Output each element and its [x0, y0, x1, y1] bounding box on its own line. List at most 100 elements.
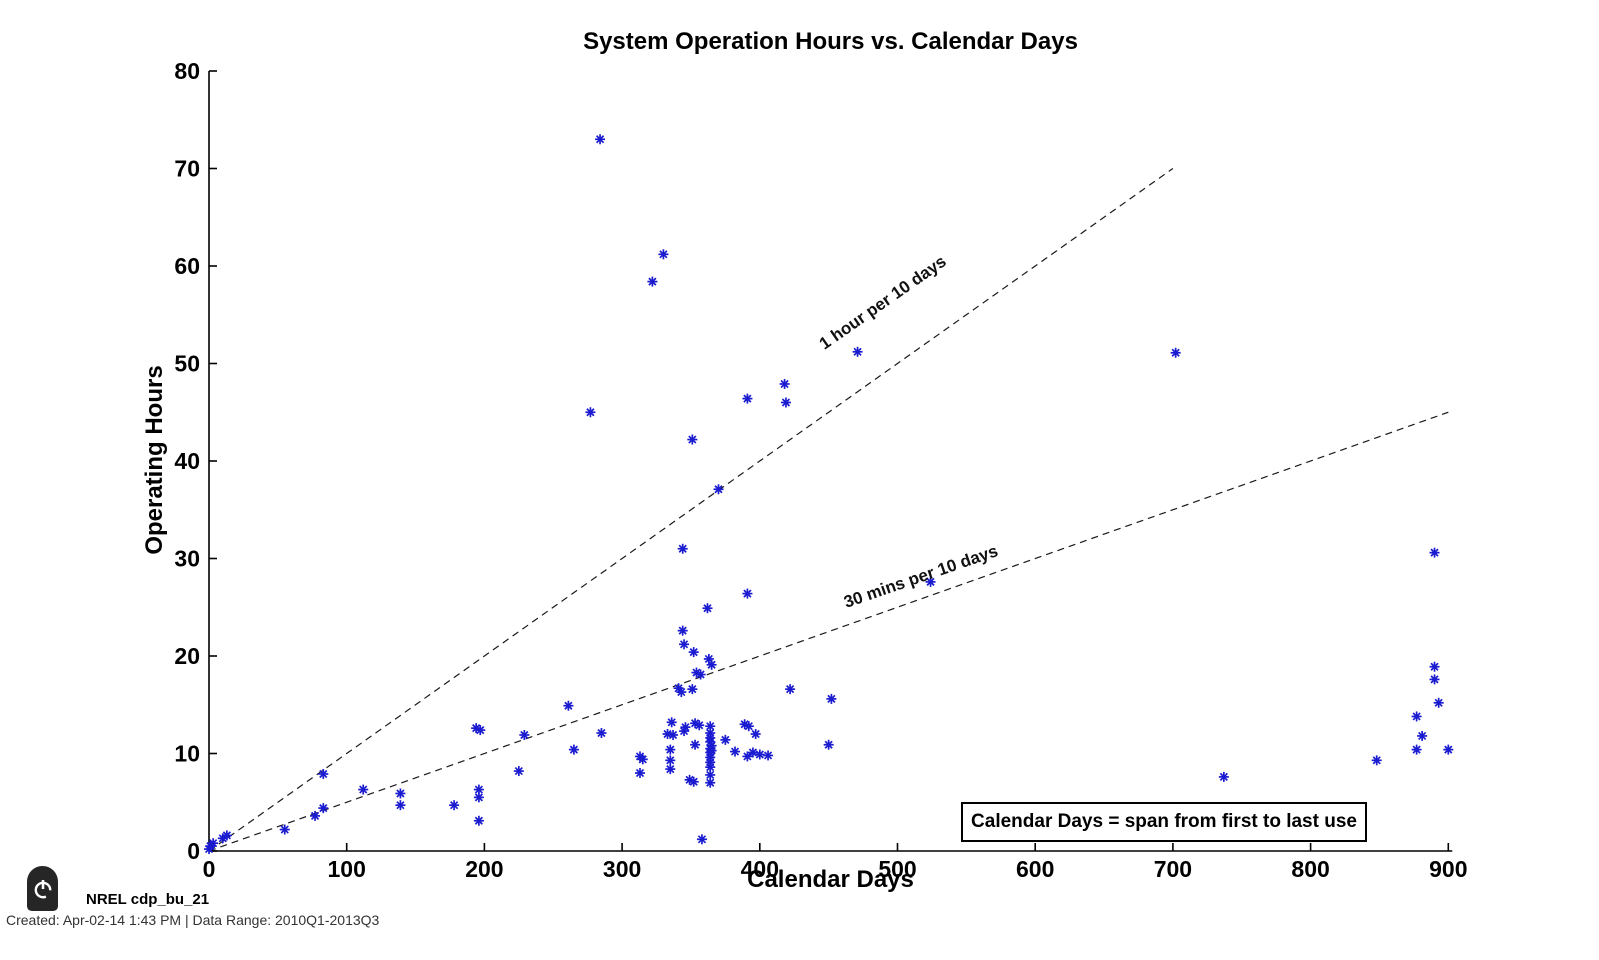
- asterisk-marker-stroke: [824, 740, 833, 749]
- asterisk-marker-stroke: [595, 135, 605, 144]
- asterisk-marker-stroke: [679, 726, 689, 736]
- x-tick-label: 0: [203, 856, 216, 882]
- scatter-point: [742, 751, 753, 762]
- y-tick-label: 60: [174, 253, 200, 279]
- scatter-point: [665, 764, 676, 775]
- asterisk-marker-stroke: [785, 685, 795, 694]
- x-tick-label: 300: [603, 856, 641, 882]
- scatter-point: [823, 739, 834, 750]
- asterisk-marker-stroke: [688, 435, 697, 444]
- asterisk-marker-stroke: [450, 801, 459, 810]
- asterisk-marker-stroke: [666, 745, 675, 754]
- scatter-point: [665, 755, 676, 766]
- asterisk-marker-stroke: [743, 589, 752, 598]
- asterisk-marker-stroke: [310, 811, 320, 821]
- asterisk-marker-stroke: [667, 718, 676, 727]
- asterisk-marker-stroke: [666, 756, 675, 765]
- asterisk-marker-stroke: [707, 660, 716, 669]
- asterisk-marker-stroke: [514, 766, 523, 776]
- asterisk-marker-stroke: [319, 769, 328, 779]
- scatter-point: [647, 276, 658, 287]
- asterisk-marker-stroke: [743, 394, 752, 403]
- asterisk-marker-stroke: [853, 347, 862, 356]
- asterisk-marker-stroke: [396, 789, 405, 798]
- annotation-box: Calendar Days = span from first to last …: [961, 802, 1367, 842]
- scatter-point: [475, 725, 486, 736]
- scatter-point: [513, 766, 524, 777]
- scatter-point: [449, 800, 460, 811]
- scatter-point: [696, 834, 707, 845]
- scatter-point: [702, 603, 713, 614]
- x-tick-label: 900: [1429, 856, 1467, 882]
- asterisk-marker-stroke: [569, 745, 579, 754]
- scatter-point: [690, 739, 701, 750]
- scatter-point: [780, 397, 791, 408]
- scatter-point: [1218, 771, 1229, 782]
- asterisk-marker-stroke: [926, 577, 935, 587]
- scatter-point: [679, 639, 690, 650]
- y-tick-label: 0: [187, 838, 200, 864]
- asterisk-marker-stroke: [704, 654, 713, 664]
- asterisk-marker-stroke: [714, 485, 723, 494]
- scatter-point: [666, 717, 677, 728]
- scatter-point: [221, 830, 232, 841]
- asterisk-marker-stroke: [1430, 548, 1439, 557]
- scatter-point: [637, 754, 648, 765]
- asterisk-marker-stroke: [678, 626, 687, 635]
- asterisk-marker-stroke: [689, 647, 698, 657]
- scatter-point: [318, 768, 329, 779]
- asterisk-marker-stroke: [319, 803, 328, 813]
- asterisk-marker-stroke: [677, 687, 686, 697]
- scatter-point: [665, 744, 676, 755]
- asterisk-marker-stroke: [472, 724, 481, 733]
- footer-created-line: Created: Apr-02-14 1:43 PM | Data Range:…: [6, 912, 380, 928]
- asterisk-marker-stroke: [668, 730, 678, 740]
- scatter-point: [395, 800, 406, 811]
- asterisk-marker-stroke: [635, 768, 645, 778]
- scatter-point: [473, 784, 484, 795]
- scatter-point: [358, 784, 369, 795]
- scatter-point: [1429, 674, 1440, 685]
- asterisk-marker-stroke: [1412, 712, 1421, 721]
- y-axis-label: Operating Hours: [141, 365, 168, 555]
- x-tick-label: 700: [1154, 856, 1192, 882]
- asterisk-marker-stroke: [597, 728, 606, 738]
- asterisk-marker-stroke: [744, 722, 753, 731]
- footer-dataset-label: NREL cdp_bu_21: [86, 891, 210, 908]
- scatter-point: [1429, 547, 1440, 558]
- scatter-point: [826, 693, 837, 704]
- asterisk-marker-stroke: [474, 816, 483, 825]
- scatter-point: [1411, 711, 1422, 722]
- y-tick-label: 20: [174, 643, 200, 669]
- scatter-point: [742, 393, 753, 404]
- logo-badge: [27, 866, 58, 911]
- scatter-point: [747, 747, 758, 758]
- annotation-text: Calendar Days = span from first to last …: [971, 811, 1357, 832]
- asterisk-marker-stroke: [730, 747, 740, 756]
- asterisk-marker-stroke: [280, 825, 289, 834]
- scatter-point: [677, 543, 688, 554]
- scatter-point: [688, 776, 699, 787]
- asterisk-marker-stroke: [740, 720, 749, 729]
- scatter-point: [720, 734, 731, 745]
- scatter-point: [563, 700, 574, 711]
- asterisk-marker-stroke: [695, 721, 704, 730]
- scatter-point: [785, 684, 796, 695]
- scatter-point: [585, 407, 596, 418]
- reference-line-1: [208, 168, 1174, 852]
- x-tick-label: 800: [1291, 856, 1329, 882]
- x-tick-label: 500: [878, 856, 916, 882]
- asterisk-marker-stroke: [666, 764, 675, 774]
- asterisk-marker-stroke: [827, 694, 836, 704]
- asterisk-marker-stroke: [474, 785, 483, 794]
- scatter-point: [687, 684, 698, 695]
- scatter-point: [695, 669, 706, 680]
- scatter-point: [658, 249, 669, 260]
- y-tick-label: 40: [174, 448, 200, 474]
- asterisk-marker-stroke: [689, 777, 698, 786]
- scatter-point: [743, 721, 754, 732]
- asterisk-marker-stroke: [706, 770, 715, 780]
- scatter-point: [705, 777, 716, 788]
- y-tick-label: 80: [174, 58, 200, 84]
- scatter-point: [395, 788, 406, 799]
